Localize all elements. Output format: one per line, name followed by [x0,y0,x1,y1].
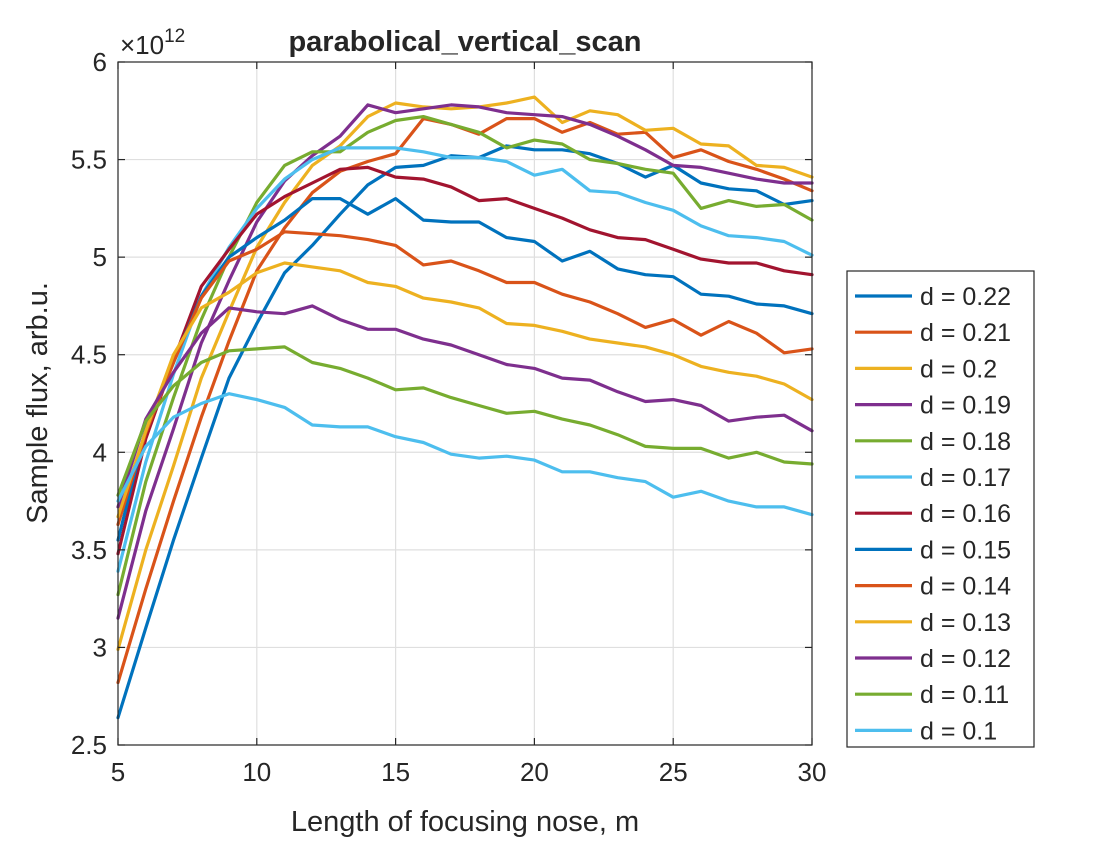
legend-item: d = 0.1 [855,717,997,745]
y-tick-label: 3.5 [71,535,107,565]
series-line-9 [116,261,814,519]
legend-label: d = 0.18 [920,428,1011,456]
legend-label: d = 0.11 [920,681,1009,709]
chart-title: parabolical_vertical_scan [288,26,641,58]
x-tick-label: 10 [242,757,271,787]
legend-label: d = 0.15 [920,536,1011,564]
series-line-8 [116,230,814,527]
legend-label: d = 0.16 [920,500,1011,528]
series-line-11 [116,345,814,497]
series-layer [116,95,814,720]
ticks [117,61,813,746]
y-tick-label: 4 [93,437,107,467]
series-line-7 [116,197,814,542]
y-tick-label: 2.5 [71,730,107,760]
legend-label: d = 0.13 [920,609,1011,637]
legend-item: d = 0.22 [855,283,1011,311]
legend-label: d = 0.21 [920,319,1011,347]
legend-item: d = 0.21 [855,319,1011,347]
legend-item: d = 0.18 [855,428,1011,456]
legend-item: d = 0.13 [855,609,1011,637]
legend-item: d = 0.16 [855,500,1011,528]
legend-label: d = 0.1 [920,717,997,745]
plot-area [118,62,812,745]
series-line-12 [116,392,814,517]
x-tick-label: 20 [520,757,549,787]
y-tick-label: 4.5 [71,340,107,370]
y-exponent-label: ×1012 [120,26,185,60]
series-line-6 [116,165,814,556]
y-tick-label: 6 [93,47,107,77]
legend-item: d = 0.2 [855,355,997,383]
series-line-4 [116,114,814,597]
legend: d = 0.22 d = 0.21 d = 0.2 d = 0.19 d = 0.18 d… [846,270,1035,748]
y-axis-label: Sample flux, arb.u. [22,282,54,524]
x-tick-labels: 5 10 15 20 25 30 [111,757,827,787]
y-tick-label: 5.5 [71,145,107,175]
x-tick-label: 30 [798,757,827,787]
legend-item: d = 0.14 [855,573,1011,601]
legend-item: d = 0.12 [855,645,1011,673]
legend-label: d = 0.2 [920,355,997,383]
legend-item: d = 0.19 [855,392,1011,420]
y-tick-label: 5 [93,242,107,272]
series-line-3 [116,103,814,620]
legend-label: d = 0.19 [920,392,1011,420]
series-line-2 [116,95,814,652]
legend-label: d = 0.22 [920,283,1011,311]
x-tick-label: 15 [381,757,410,787]
legend-label: d = 0.17 [920,464,1011,492]
legend-label: d = 0.14 [920,573,1011,601]
y-tick-labels: 2.5 3 3.5 4 4.5 5 5.5 6 [71,47,107,760]
x-tick-label: 5 [111,757,125,787]
legend-item: d = 0.17 [855,464,1011,492]
legend-item: d = 0.15 [855,536,1011,564]
legend-label: d = 0.12 [920,645,1011,673]
y-tick-label: 3 [93,632,107,662]
axes-box [117,61,813,746]
x-tick-label: 25 [659,757,688,787]
x-axis-label: Length of focusing nose, m [291,806,639,838]
series-line-10 [116,304,814,509]
legend-box [846,270,1035,748]
legend-item: d = 0.11 [855,681,1009,709]
